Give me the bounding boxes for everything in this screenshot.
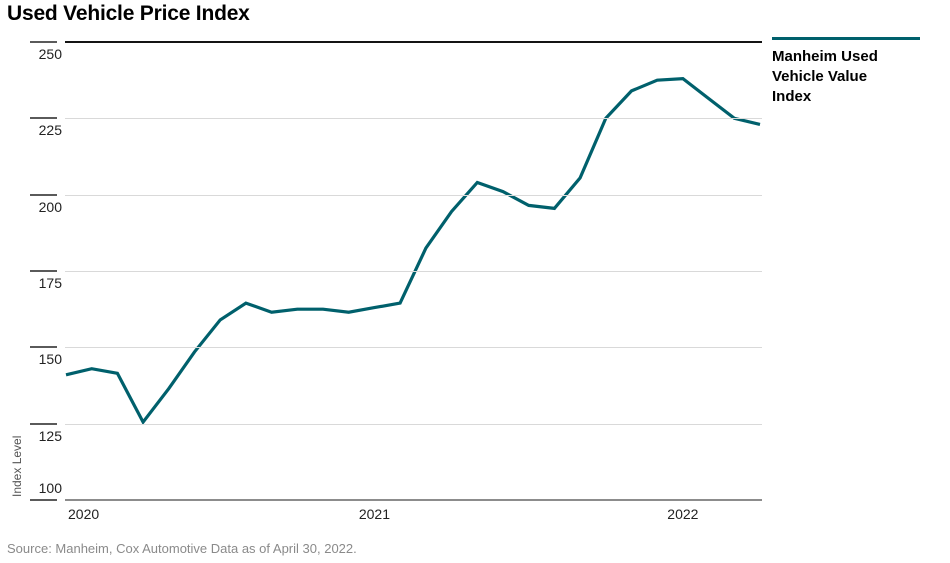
y-axis-label-175: 175 [38,275,62,291]
y-axis-label-125: 125 [38,427,62,444]
chart-title: Used Vehicle Price Index [7,2,250,25]
x-axis-label-2022: 2022 [667,506,699,522]
y-axis-tick-100 [30,499,57,501]
y-axis-label-150: 150 [38,351,62,368]
x-axis-label-2020: 2020 [68,506,100,522]
gridline-125 [65,423,762,425]
y-axis-tick-250 [30,41,57,43]
legend-label: Manheim Used Vehicle Value Index [772,48,878,105]
source-note: Source: Manheim, Cox Automotive Data as … [7,541,357,556]
y-axis-tick-200 [30,193,57,196]
y-axis-label-225: 225 [38,122,62,139]
y-axis-label-250: 250 [38,46,62,62]
manheim-index-line [65,76,761,426]
gridline-200 [65,194,762,196]
gridline-250 [65,41,762,43]
legend-line-swatch [772,37,920,40]
index-line-chart [65,76,761,426]
gridline-225 [65,118,762,120]
legend: Manheim Used Vehicle Value Index [772,37,922,107]
y-axis-tick-225 [30,117,57,120]
y-axis-label-100: 100 [38,480,62,496]
y-axis-tick-150 [30,346,57,349]
x-axis-label-2021: 2021 [358,506,391,522]
gridline-175 [65,271,762,272]
y-axis-tick-175 [30,270,57,272]
y-axis-tick-125 [30,422,57,425]
gridline-150 [65,347,762,349]
plot-area [65,41,762,501]
y-axis-label-200: 200 [38,198,62,215]
gridline-100 [65,499,762,501]
